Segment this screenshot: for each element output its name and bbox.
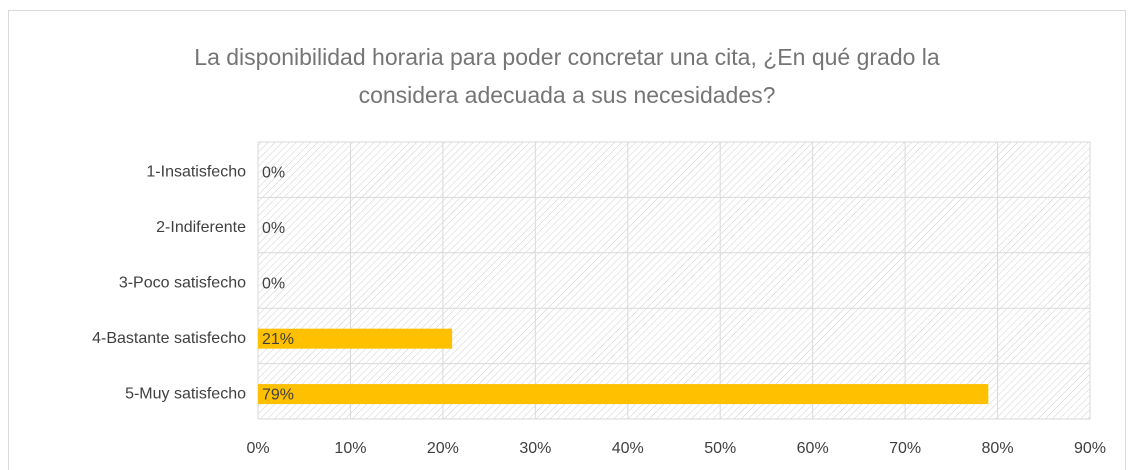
bar — [258, 328, 453, 349]
x-tick-label: 20% — [427, 440, 459, 457]
x-tick-label: 0% — [246, 440, 269, 457]
x-tick-label: 80% — [982, 440, 1014, 457]
chart-title: La disponibilidad horaria para poder con… — [194, 44, 940, 108]
data-label: 79% — [262, 386, 294, 403]
x-tick-label: 60% — [797, 440, 829, 457]
x-tick-label: 70% — [889, 440, 921, 457]
data-label: 0% — [262, 275, 285, 292]
chart-border — [8, 10, 1126, 470]
data-label: 0% — [262, 220, 285, 237]
title-box: La disponibilidad horaria para poder con… — [0, 38, 1134, 114]
x-tick-label: 90% — [1074, 440, 1106, 457]
y-tick-label: 2-Indiferente — [156, 219, 246, 236]
x-tick-label: 10% — [334, 440, 366, 457]
y-tick-label: 3-Poco satisfecho — [119, 274, 246, 291]
plot-area — [257, 141, 1091, 420]
y-tick-label: 1-Insatisfecho — [146, 164, 246, 181]
y-tick-label: 5-Muy satisfecho — [125, 385, 246, 402]
data-label: 0% — [262, 165, 285, 182]
y-tick-label: 4-Bastante satisfecho — [92, 330, 246, 347]
bar — [258, 384, 989, 405]
x-tick-label: 30% — [519, 440, 551, 457]
data-label: 21% — [262, 331, 294, 348]
x-tick-label: 40% — [612, 440, 644, 457]
x-tick-label: 50% — [704, 440, 736, 457]
